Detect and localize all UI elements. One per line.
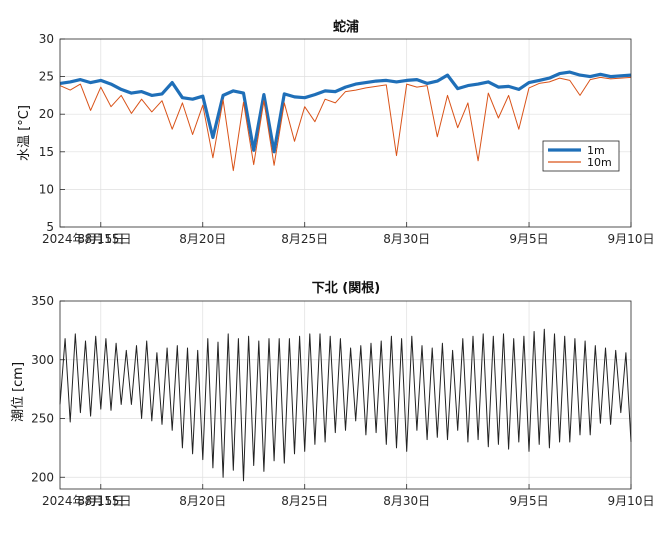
x-tick-label: 8月20日 xyxy=(179,232,226,246)
panel-top: 蛇浦 水温 [°C] 5 10 15 20 25 30 8月15日 8月20日 8月25日 8月3… xyxy=(17,19,654,246)
y-tick-label: 25 xyxy=(39,70,54,84)
y-tick-label: 5 xyxy=(46,220,54,234)
legend-label: 1m xyxy=(587,144,605,157)
y-tick-label: 20 xyxy=(39,107,54,121)
x-tick-label: 9月5日 xyxy=(509,232,548,246)
x-tick-label: 8月30日 xyxy=(383,232,430,246)
bottom-series xyxy=(59,328,632,482)
x-tick-label: 9月10日 xyxy=(608,232,655,246)
x-tick-label: 9月5日 xyxy=(509,494,548,508)
y-tick-label: 15 xyxy=(39,145,54,159)
plot-area-frame xyxy=(59,300,632,490)
x-axis-origin-label: 2024年8月15日 xyxy=(42,494,131,508)
top-grid xyxy=(60,39,631,227)
top-y-axis-label: 水温 [°C] xyxy=(17,105,32,161)
y-tick-label: 200 xyxy=(31,470,54,484)
bottom-axes: 200 250 300 350 8月15日 8月20日 8月25日 8月30日 9月5日 9月10… xyxy=(31,294,654,508)
x-tick-label: 8月25日 xyxy=(281,232,328,246)
bottom-chart-title: 下北 (関根) xyxy=(312,280,380,296)
y-tick-label: 350 xyxy=(31,294,54,308)
x-tick-label: 8月20日 xyxy=(179,494,226,508)
legend-label: 10m xyxy=(587,156,612,169)
x-tick-label: 8月30日 xyxy=(383,494,430,508)
y-tick-label: 10 xyxy=(39,182,54,196)
series-line-1m xyxy=(59,70,632,154)
x-tick-label: 8月15日 xyxy=(77,232,124,246)
y-tick-label: 250 xyxy=(31,412,54,426)
bottom-y-axis-label: 潮位 [cm] xyxy=(11,362,26,422)
top-axes: 5 10 15 20 25 30 8月15日 8月20日 8月25日 8月30日 9月5日 9月10日… xyxy=(39,32,655,246)
series-line-10m xyxy=(59,76,632,172)
x-tick-label: 8月25日 xyxy=(281,494,328,508)
x-tick-label: 8月15日 xyxy=(77,494,124,508)
y-tick-label: 30 xyxy=(39,32,54,46)
x-axis-origin-label: 2024年8月15日 xyxy=(42,232,131,246)
legend-box xyxy=(542,140,620,172)
series-line-tide xyxy=(59,328,632,482)
top-chart-title: 蛇浦 xyxy=(333,19,359,35)
panel-bottom: 下北 (関根) 潮位 [cm] 200 250 300 350 8月15日 8月20日 8月… xyxy=(11,280,654,508)
x-tick-label: 9月10日 xyxy=(608,494,655,508)
y-tick-label: 300 xyxy=(31,353,54,367)
top-series xyxy=(59,70,632,172)
bottom-grid xyxy=(60,301,631,489)
plot-area-frame xyxy=(59,38,632,228)
